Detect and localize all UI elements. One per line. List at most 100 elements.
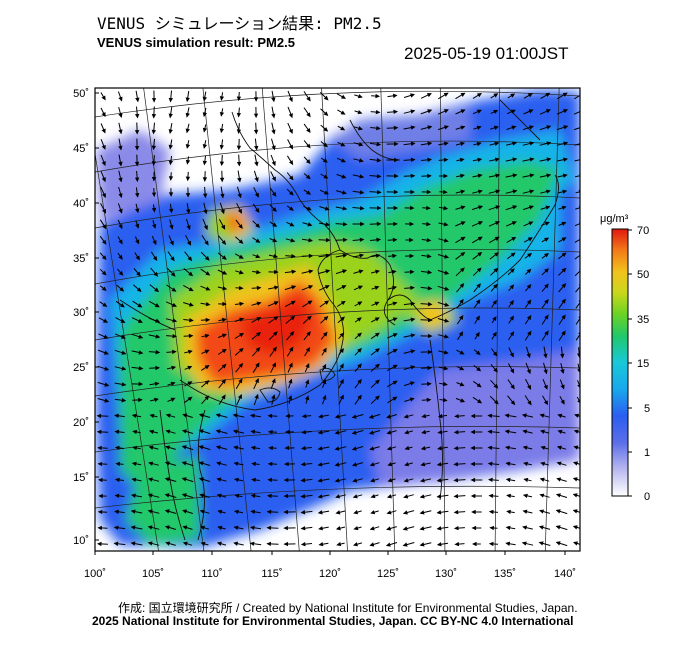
wind-arrow-head <box>386 446 392 451</box>
wind-arrow-head <box>185 112 190 118</box>
wind-arrow-head <box>562 173 568 178</box>
wind-arrow-head <box>557 413 563 419</box>
timestamp: 2025-05-19 01:00JST <box>404 44 569 63</box>
wind-arrow-head <box>419 526 425 531</box>
wind-arrow-head <box>561 298 566 304</box>
wind-arrow-head <box>376 174 382 179</box>
wind-arrow-head <box>305 159 311 164</box>
wind-arrow-head <box>271 378 276 384</box>
wind-arrow-head <box>322 379 327 385</box>
wind-arrow-head <box>543 384 548 390</box>
wind-arrow-head <box>393 205 399 211</box>
wind-arrow <box>575 207 580 210</box>
wind-arrow-head <box>288 190 294 196</box>
wind-arrow-head <box>374 379 380 385</box>
wind-arrow-head <box>477 399 483 404</box>
wind-arrow-head <box>387 461 393 467</box>
wind-arrow-head <box>101 144 106 150</box>
wind-arrow-head <box>459 157 465 163</box>
wind-arrow-head <box>306 128 311 134</box>
wind-arrow-head <box>113 541 119 546</box>
wind-arrow-head <box>323 111 329 117</box>
wind-arrow-head <box>238 224 243 230</box>
wind-arrow-head <box>288 362 293 368</box>
wind-arrow-head <box>318 542 324 547</box>
wind-arrow-head <box>187 381 193 386</box>
wind-arrow-head <box>306 206 312 211</box>
wind-arrow-head <box>404 429 409 435</box>
wind-arrow-head <box>272 222 278 227</box>
wind-arrow-head <box>527 330 532 336</box>
wind-arrow <box>574 223 580 227</box>
wind-arrow-head <box>217 525 223 530</box>
wind-arrow-head <box>219 96 225 101</box>
wind-arrow-head <box>118 193 123 199</box>
wind-arrow-head <box>526 284 532 289</box>
wind-arrow-head <box>135 239 140 245</box>
wind-arrow-head <box>253 97 259 102</box>
wind-arrow <box>573 127 580 131</box>
wind-arrow-head <box>251 461 257 467</box>
wind-arrow-head <box>134 177 140 183</box>
wind-arrow-head <box>444 270 450 275</box>
wind-arrow-head <box>118 145 123 151</box>
wind-arrow-head <box>131 461 137 466</box>
wind-arrow-head <box>172 318 178 323</box>
wind-arrow-head <box>308 269 314 274</box>
wind-arrow-head <box>527 400 532 406</box>
wind-arrow-head <box>307 222 313 227</box>
wind-arrow-head <box>546 141 552 146</box>
wind-arrow-head <box>335 494 340 499</box>
wind-arrow-head <box>410 173 416 179</box>
wind-arrow-head <box>340 300 346 306</box>
wind-arrow-head <box>561 314 566 320</box>
wind-arrow-head <box>512 189 518 194</box>
wind-arrow-head <box>131 477 137 482</box>
wind-arrow-head <box>305 347 310 353</box>
wind-arrow-head <box>544 253 550 258</box>
wind-arrow-head <box>356 317 362 322</box>
wind-arrow-head <box>198 413 204 418</box>
wind-arrow-head <box>164 493 170 498</box>
wind-arrow-head <box>393 189 399 195</box>
wind-arrow-head <box>459 267 465 273</box>
wind-arrow-head <box>470 429 476 435</box>
wind-arrow-head <box>561 283 567 288</box>
wind-arrow-head <box>287 395 293 400</box>
wind-arrow-head <box>510 268 515 274</box>
wind-arrow-head <box>104 398 110 403</box>
wind-arrow-head <box>374 301 380 306</box>
wind-arrow-head <box>543 353 548 359</box>
wind-arrow-head <box>97 525 102 531</box>
wind-arrow-head <box>254 177 259 183</box>
wind-arrow-head <box>121 398 127 403</box>
wind-arrow-head <box>495 221 501 226</box>
wind-arrow-head <box>492 351 498 357</box>
wind-arrow-head <box>386 430 392 435</box>
wind-arrow-head <box>325 222 331 227</box>
wind-arrow-head <box>509 299 514 305</box>
wind-arrow-head <box>368 430 374 435</box>
wind-arrow-head <box>477 236 483 241</box>
wind-arrow-head <box>404 461 409 467</box>
wind-arrow-head <box>118 96 123 102</box>
wind-arrow-head <box>249 525 255 530</box>
wind-arrow-head <box>288 160 294 166</box>
wind-arrow-head <box>376 205 382 211</box>
wind-arrow-head <box>219 161 225 167</box>
colorbar-label: 0 <box>644 491 650 503</box>
wind-arrow-head <box>232 413 238 418</box>
wind-arrow-head <box>188 287 194 292</box>
wind-arrow-head <box>359 205 365 211</box>
wind-arrow-head <box>221 348 227 354</box>
wind-arrow-head <box>222 270 228 275</box>
wind-arrow-head <box>442 397 448 403</box>
wind-arrow-head <box>427 125 433 130</box>
wind-arrow-head <box>437 430 443 435</box>
wind-arrow-head <box>185 128 190 134</box>
wind-arrow-head <box>203 225 208 231</box>
wind-arrow-head <box>205 286 211 291</box>
wind-arrow-head <box>543 369 548 375</box>
wind-arrow-head <box>186 225 191 231</box>
wind-arrow-head <box>443 222 449 227</box>
